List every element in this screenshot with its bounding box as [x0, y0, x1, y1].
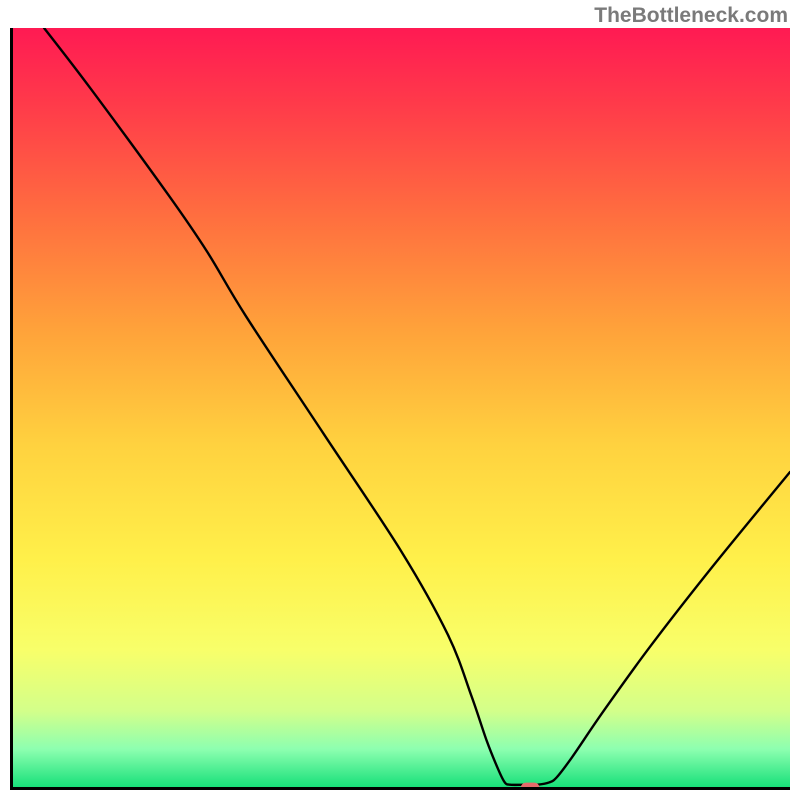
plot-frame — [10, 28, 790, 790]
curve-svg — [13, 28, 790, 787]
curve-path — [44, 28, 790, 785]
plot-area — [13, 28, 790, 787]
min-marker — [521, 783, 540, 787]
chart-container: TheBottleneck.com — [0, 0, 800, 800]
watermark-text: TheBottleneck.com — [594, 4, 788, 28]
